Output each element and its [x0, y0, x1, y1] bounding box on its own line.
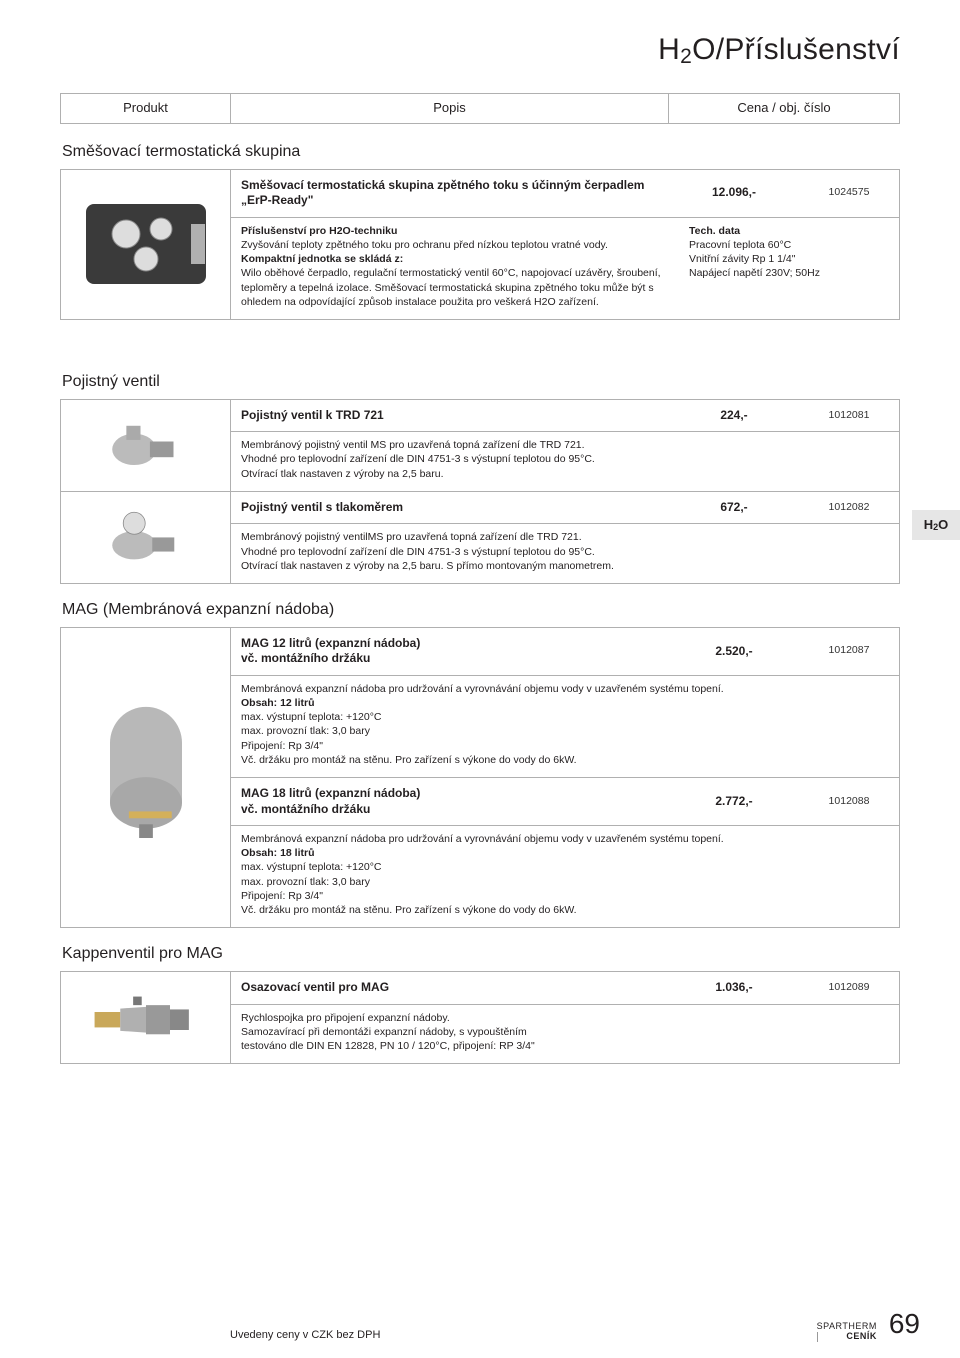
- tech-l3: Napájecí napětí 230V; 50Hz: [689, 266, 889, 280]
- product-obj: 1012088: [799, 787, 899, 817]
- product-title: MAG 12 litrů (expanzní nádoba) vč. montá…: [231, 628, 669, 675]
- product-block-mag: MAG 12 litrů (expanzní nádoba) vč. montá…: [61, 628, 899, 927]
- header-desc: Popis: [231, 94, 669, 123]
- tab-p2: O: [938, 517, 948, 534]
- product-desc: Membránový pojistný ventil MS pro uzavře…: [241, 438, 889, 481]
- footer-brand: SPARTHERM CENÍK: [817, 1322, 877, 1342]
- product-image: [61, 492, 231, 583]
- product-title: MAG 18 litrů (expanzní nádoba) vč. montá…: [231, 778, 669, 825]
- product-title: Směšovací termostatická skupina zpětného…: [231, 170, 669, 217]
- tab-p0: H: [924, 517, 933, 534]
- product-obj: 1012082: [799, 493, 899, 523]
- desc-pre: Membránová expanzní nádoba pro udržování…: [241, 832, 877, 846]
- page-number: 69: [889, 1306, 920, 1342]
- column-header-row: Produkt Popis Cena / obj. číslo: [60, 93, 900, 124]
- title-row: Směšovací termostatická skupina zpětného…: [231, 170, 899, 218]
- page-footer: Uvedeny ceny v CZK bez DPH SPARTHERM CEN…: [60, 1306, 920, 1342]
- header-price-obj: Cena / obj. číslo: [669, 94, 899, 123]
- product-block-mixing: Směšovací termostatická skupina zpětného…: [60, 169, 900, 320]
- product-price: 1.036,-: [669, 972, 799, 1004]
- product-price: 224,-: [669, 400, 799, 432]
- product-desc: Membránový pojistný ventilMS pro uzavřen…: [241, 530, 889, 573]
- section-heading-kappenventil: Kappenventil pro MAG: [62, 944, 900, 965]
- section-heading-mixing: Směšovací termostatická skupina: [62, 142, 900, 163]
- desc-bold1: Příslušenství pro H2O-techniku: [241, 224, 677, 238]
- product-block-valve1: Pojistný ventil k TRD 721 224,- 1012081 …: [61, 400, 899, 492]
- page-title: H2O/Příslušenství: [60, 30, 900, 69]
- product-title: Pojistný ventil k TRD 721: [231, 400, 669, 432]
- product-image: [61, 170, 231, 319]
- product-desc: Rychlospojka pro připojení expanzní nádo…: [241, 1011, 889, 1054]
- title-sub: 2: [680, 45, 692, 68]
- desc-bold: Obsah: 18 litrů: [241, 846, 877, 860]
- product-title: Pojistný ventil s tlakoměrem: [231, 492, 669, 524]
- expansion-vessel-icon: [86, 700, 206, 854]
- product-obj: 1012087: [799, 636, 899, 666]
- mixing-group-icon: [76, 194, 216, 294]
- desc-pre: Membránová expanzní nádoba pro udržování…: [241, 682, 877, 696]
- product-price: 2.520,-: [669, 636, 799, 668]
- safety-valve-gauge-icon: [91, 506, 201, 569]
- brand-line2: CENÍK: [817, 1332, 877, 1342]
- title-p0: H: [658, 33, 680, 66]
- product-obj: 1012081: [799, 401, 899, 431]
- product-obj: 1012089: [799, 973, 899, 1003]
- desc-post: max. výstupní teplota: +120°C max. provo…: [241, 710, 877, 767]
- desc-p2: Wilo oběhové čerpadlo, regulační termost…: [241, 266, 677, 309]
- section-heading-mag: MAG (Membránová expanzní nádoba): [62, 600, 900, 621]
- product-obj: 1024575: [799, 178, 899, 208]
- product-block-kappenventil: Osazovací ventil pro MAG 1.036,- 1012089…: [60, 971, 900, 1064]
- title-p2: O/Příslušenství: [692, 33, 900, 66]
- tech-l1: Pracovní teplota 60°C: [689, 238, 889, 252]
- product-title: Osazovací ventil pro MAG: [231, 972, 669, 1004]
- tech-title: Tech. data: [689, 224, 889, 238]
- header-product: Produkt: [61, 94, 231, 123]
- tech-l2: Vnitřní závity Rp 1 1/4": [689, 252, 889, 266]
- tech-data: Tech. data Pracovní teplota 60°C Vnitřní…: [689, 224, 889, 309]
- tab-sub: 2: [933, 522, 938, 534]
- product-image: [61, 972, 231, 1063]
- desc-bold: Obsah: 12 litrů: [241, 696, 877, 710]
- cap-valve-icon: [86, 988, 206, 1048]
- desc-bold2: Kompaktní jednotka se skládá z:: [241, 252, 677, 266]
- product-price: 12.096,-: [669, 177, 799, 209]
- product-price: 2.772,-: [669, 786, 799, 818]
- desc-post: max. výstupní teplota: +120°C max. provo…: [241, 860, 877, 917]
- desc-row: Příslušenství pro H2O-techniku Zvyšování…: [231, 218, 899, 319]
- product-block-valve2: Pojistný ventil s tlakoměrem 672,- 10120…: [61, 492, 899, 583]
- product-price: 672,-: [669, 492, 799, 524]
- safety-valve-icon: [91, 414, 201, 477]
- footer-note: Uvedeny ceny v CZK bez DPH: [230, 1328, 380, 1342]
- side-tab-h2o: H2O: [912, 510, 960, 540]
- product-image: [61, 400, 231, 491]
- product-image: [61, 628, 231, 927]
- desc-p1: Zvyšování teploty zpětného toku pro ochr…: [241, 238, 677, 252]
- section-heading-safety-valve: Pojistný ventil: [62, 372, 900, 393]
